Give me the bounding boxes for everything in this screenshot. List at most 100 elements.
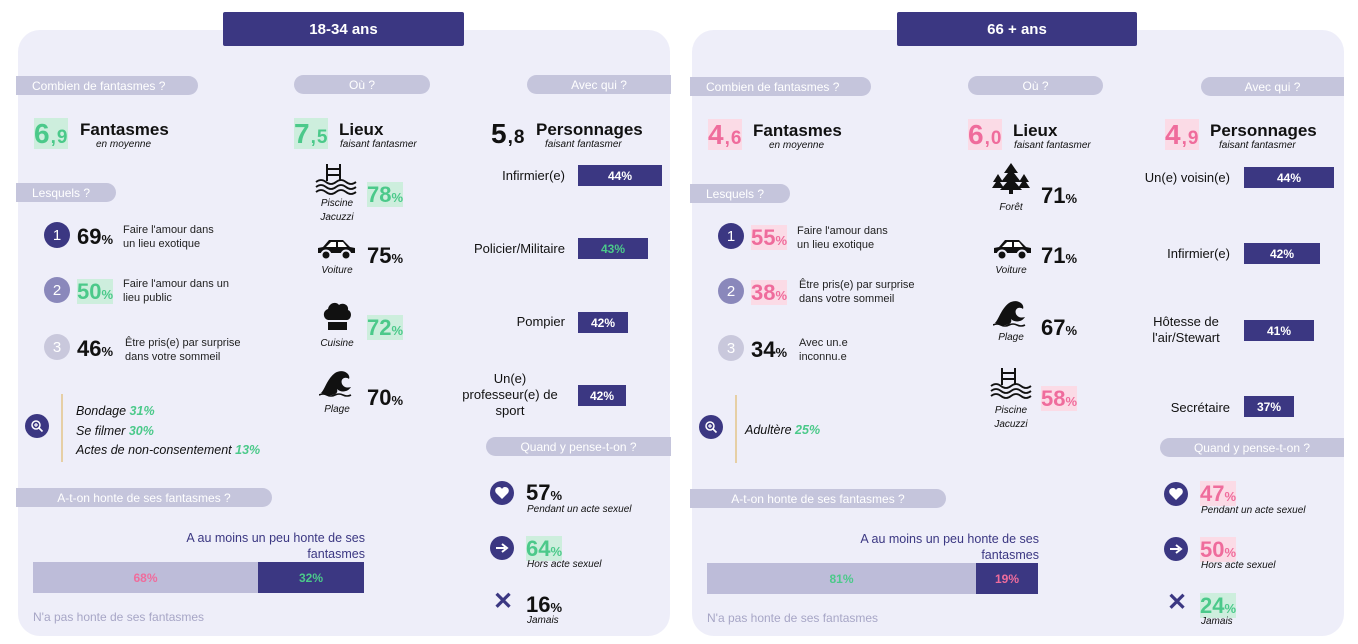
rank-1-pct: 69%	[77, 224, 114, 249]
lieu-3-pct: 67%	[1041, 315, 1078, 340]
perso-2-name: Infirmier(e)	[1167, 246, 1230, 261]
avec-header: Avec qui ?	[527, 75, 671, 94]
rank-2-badge: 2	[718, 278, 744, 304]
personnages-count: 5,8	[491, 118, 526, 149]
lieu-2-name: Voiture	[995, 265, 1027, 276]
honte-yes-segment: 19%	[976, 563, 1038, 594]
rank-2-pct: 38%	[751, 280, 788, 305]
honte-yes-segment: 32%	[258, 562, 364, 593]
quand-1-pct: 47%	[1200, 481, 1237, 506]
rank-3-desc: Avec un.e inconnu.e	[799, 337, 848, 363]
rank-2-desc: Être pris(e) par surprise dans votre somm…	[799, 279, 915, 305]
heart-icon	[490, 481, 514, 505]
zoom-icon[interactable]	[699, 415, 723, 439]
rank-3-desc: Être pris(e) par surprise dans votre somm…	[125, 337, 241, 363]
lieux-label: Lieux	[339, 120, 384, 139]
rank-1-desc: Faire l'amour dans un lieu exotique	[797, 225, 888, 251]
perso-4-name: Secrétaire	[1170, 400, 1230, 415]
lieu-2-pct: 71%	[1041, 243, 1078, 268]
personnages-count: 4,9	[1165, 119, 1200, 150]
fantasmes-sub: en moyenne	[96, 139, 152, 150]
perso-1-name: Un(e) voisin(e)	[1144, 170, 1230, 185]
rank-1-badge: 1	[44, 222, 70, 248]
honte-bottom-label: N'a pas honte de ses fantasmes	[707, 611, 879, 625]
perso-1-bar: 44%	[578, 165, 662, 186]
rank-1-desc: Faire l'amour dans un lieu exotique	[123, 224, 214, 250]
panel-right	[692, 30, 1344, 636]
extras-list: Bondage 31% Se filmer 30% Actes de non-c…	[76, 402, 260, 461]
lieux-count: 7,5	[294, 118, 329, 149]
lesquels-header: Lesquels ?	[16, 183, 116, 202]
perso-3-name: Pompier	[516, 314, 565, 329]
quand-2-pct: 50%	[1200, 537, 1237, 562]
perso-4-name: Un(e) professeur(e) de sport	[462, 371, 558, 418]
perso-4-bar: 42%	[578, 385, 626, 406]
quand-2-pct: 64%	[526, 536, 563, 561]
rank-1-pct: 55%	[751, 225, 788, 250]
honte-header: A-t-on honte de ses fantasmes ?	[690, 489, 946, 508]
combien-header: Combien de fantasmes ?	[16, 76, 198, 95]
car-icon	[314, 236, 358, 262]
lieu-4-pct: 70%	[367, 385, 404, 410]
lieu-4-name: Plage	[324, 404, 350, 415]
honte-bar: 81% 19%	[707, 563, 1038, 594]
arrow-right-icon	[1164, 537, 1188, 561]
rank-1-badge: 1	[718, 223, 744, 249]
lesquels-header: Lesquels ?	[690, 184, 790, 203]
rank-3-badge: 3	[718, 335, 744, 361]
combien-header: Combien de fantasmes ?	[690, 77, 871, 96]
panel-left-title: 18-34 ans	[223, 12, 464, 46]
pool-icon	[988, 364, 1034, 400]
lieu-2-pct: 75%	[367, 243, 404, 268]
lieu-4-name: Piscine Jacuzzi	[994, 405, 1028, 430]
rank-3-badge: 3	[44, 334, 70, 360]
personnages-label: Personnages	[1210, 121, 1317, 140]
perso-3-bar: 42%	[578, 312, 628, 333]
fantasmes-sub: en moyenne	[769, 140, 825, 151]
arrow-right-icon	[490, 536, 514, 560]
honte-header: A-t-on honte de ses fantasmes ?	[16, 488, 272, 507]
lieux-sub: faisant fantasmer	[340, 139, 417, 150]
perso-1-name: Infirmier(e)	[502, 168, 565, 183]
fantasmes-count: 4,6	[708, 119, 743, 150]
divider-line	[61, 394, 63, 462]
quand-2-label: Hors acte sexuel	[527, 559, 602, 570]
rank-3-pct: 46%	[77, 336, 114, 361]
quand-3-pct: 24%	[1200, 593, 1237, 618]
trees-icon	[992, 162, 1030, 194]
lieu-1-name: Forêt	[999, 202, 1023, 213]
honte-no-segment: 81%	[707, 563, 976, 594]
perso-3-name: Hôtesse de l'air/Stewart	[1152, 314, 1220, 345]
honte-bottom-label: N'a pas honte de ses fantasmes	[33, 610, 205, 624]
quand-3-label: Jamais	[527, 615, 559, 626]
quand-1-label: Pendant un acte sexuel	[1201, 505, 1306, 516]
lieu-3-name: Plage	[998, 332, 1024, 343]
ou-header: Où ?	[968, 76, 1103, 95]
lieu-3-name: Cuisine	[320, 338, 354, 349]
perso-3-bar: 41%	[1244, 320, 1314, 341]
lieux-count: 6,0	[968, 119, 1003, 150]
personnages-sub: faisant fantasmer	[1219, 140, 1296, 151]
perso-2-name: Policier/Militaire	[473, 241, 565, 256]
avec-header: Avec qui ?	[1201, 77, 1344, 96]
lieux-sub: faisant fantasmer	[1014, 140, 1091, 151]
personnages-sub: faisant fantasmer	[545, 139, 622, 150]
honte-bar: 68% 32%	[33, 562, 364, 593]
lieux-label: Lieux	[1013, 121, 1058, 140]
wave-icon	[318, 367, 356, 397]
rank-3-pct: 34%	[751, 337, 788, 362]
perso-2-bar: 43%	[578, 238, 648, 259]
extra-item: Bondage 31%	[76, 404, 155, 418]
lieu-2-name: Voiture	[321, 265, 353, 276]
car-icon	[990, 236, 1034, 262]
cross-icon: ✕	[493, 588, 514, 615]
quand-3-label: Jamais	[1201, 616, 1233, 627]
zoom-icon[interactable]	[25, 414, 49, 438]
cross-icon: ✕	[1167, 589, 1188, 616]
fantasmes-label: Fantasmes	[753, 121, 842, 140]
extra-item: Actes de non-consentement 13%	[76, 443, 261, 457]
perso-1-bar: 44%	[1244, 167, 1334, 188]
panel-left	[18, 30, 670, 636]
panel-right-title: 66 + ans	[897, 12, 1137, 46]
honte-top-label: A au moins un peu honte de ses fantasmes	[186, 531, 365, 561]
